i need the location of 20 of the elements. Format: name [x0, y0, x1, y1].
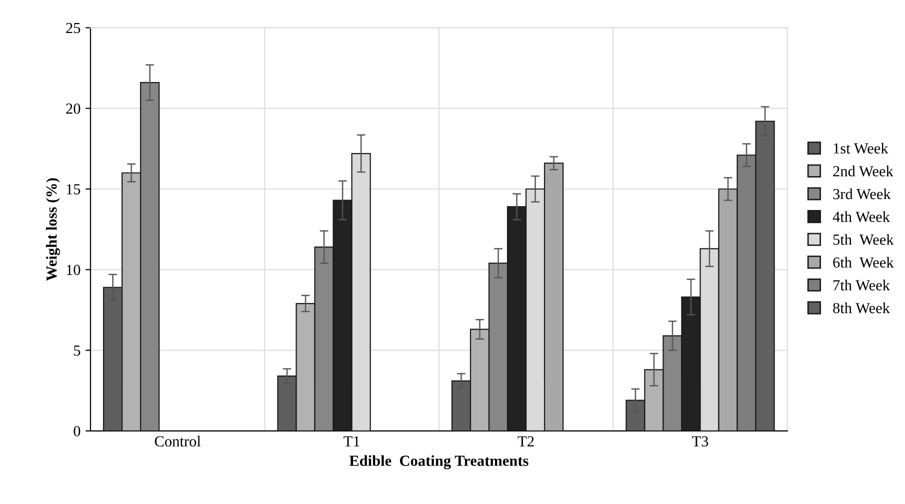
legend-label: 4th Week — [832, 211, 890, 222]
legend-label: 8th Week — [833, 302, 890, 314]
y-tick-label: 5 — [74, 346, 80, 356]
x-tick-label: T1 — [344, 436, 360, 446]
x-axis-title: Edible Coating Treatments — [349, 455, 528, 470]
legend-label: 7th Week — [834, 280, 890, 291]
y-axis-title: Weight loss (%) — [46, 178, 60, 281]
legend-label: 1st Week — [834, 142, 888, 154]
y-tick-label: 10 — [66, 264, 80, 276]
y-tick-label: 20 — [66, 104, 80, 114]
legend-label: 3rd Week — [833, 188, 891, 200]
x-tick-label: Control — [154, 436, 201, 447]
x-tick-label: T2 — [518, 436, 534, 446]
y-tick-label: 15 — [66, 184, 80, 194]
legend-label: 6th Week — [833, 256, 894, 268]
y-tick-label: 25 — [66, 22, 80, 34]
y-tick-label: 0 — [74, 426, 80, 436]
legend-label: 2nd Week — [833, 166, 894, 176]
legend-label: 5th Week — [833, 234, 894, 245]
x-tick-label: T3 — [692, 436, 708, 447]
